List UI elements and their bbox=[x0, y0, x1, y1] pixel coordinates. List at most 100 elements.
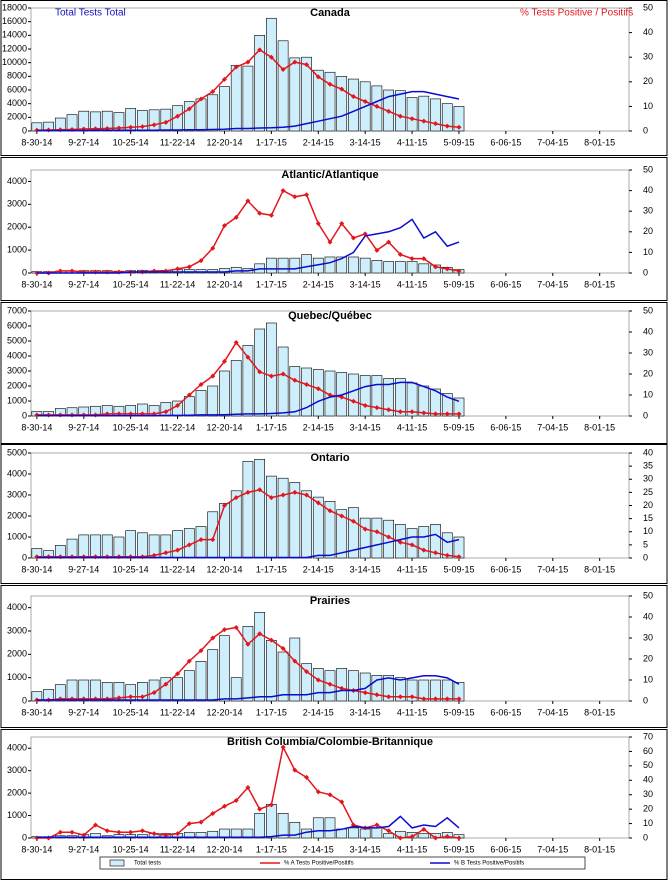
line-marker bbox=[34, 270, 40, 276]
line-marker bbox=[397, 835, 403, 841]
line-marker bbox=[444, 266, 450, 272]
bar bbox=[195, 526, 207, 559]
line-marker bbox=[280, 744, 286, 750]
x-tick-label: 6-06-15 bbox=[490, 844, 521, 854]
y-tick-label: 0 bbox=[22, 125, 27, 135]
bar bbox=[289, 821, 301, 839]
x-tick-label: 1-17-15 bbox=[256, 844, 287, 854]
line-marker bbox=[315, 221, 321, 227]
x-tick-label: 8-01-15 bbox=[584, 137, 615, 147]
y-tick-label: 0 bbox=[22, 552, 27, 562]
y-tick-label: 14000 bbox=[2, 30, 27, 40]
line-marker bbox=[315, 74, 321, 80]
line-marker bbox=[421, 826, 427, 832]
panel-frame bbox=[0, 0, 668, 156]
x-tick-label: 8-01-15 bbox=[584, 422, 615, 432]
y2-axis-label: % Tests Positive / Positifs bbox=[520, 8, 633, 19]
x-tick-label: 4-11-15 bbox=[397, 422, 427, 432]
series-line bbox=[36, 90, 460, 132]
x-tick-label: 9-27-14 bbox=[68, 707, 99, 717]
x-tick-label: 8-30-14 bbox=[21, 137, 52, 147]
x-tick-label: 11-22-14 bbox=[160, 564, 195, 574]
chart-title: Prairies bbox=[310, 595, 350, 607]
line-marker bbox=[374, 103, 380, 109]
y2-tick-label: 20 bbox=[643, 76, 653, 86]
y2-tick-label: 50 bbox=[643, 2, 653, 12]
bar bbox=[207, 385, 219, 417]
line-marker bbox=[198, 382, 204, 387]
x-tick-label: 4-11-15 bbox=[397, 279, 427, 289]
bar bbox=[172, 677, 183, 702]
line-marker bbox=[268, 637, 274, 643]
line-marker bbox=[128, 829, 134, 835]
y-tick-label: 4000 bbox=[7, 468, 27, 478]
line-marker bbox=[175, 266, 181, 272]
line-marker bbox=[421, 118, 427, 124]
bar bbox=[430, 98, 441, 132]
line-marker bbox=[456, 268, 462, 274]
x-tick-label: 1-17-15 bbox=[256, 422, 287, 432]
line-marker bbox=[210, 635, 216, 641]
line-marker bbox=[257, 47, 263, 53]
line-marker bbox=[210, 89, 216, 95]
x-tick-label: 9-27-14 bbox=[68, 844, 99, 854]
bar bbox=[230, 65, 242, 132]
line-marker bbox=[257, 631, 263, 637]
bar bbox=[418, 263, 430, 274]
x-tick-label: 3-14-15 bbox=[350, 707, 381, 717]
line-marker bbox=[397, 539, 403, 545]
line-marker bbox=[433, 550, 439, 556]
x-tick-label: 7-04-15 bbox=[537, 707, 568, 717]
y-tick-label: 1000 bbox=[7, 244, 27, 254]
line-marker bbox=[210, 373, 216, 379]
bar bbox=[207, 649, 219, 702]
line-marker bbox=[339, 86, 345, 92]
line-marker bbox=[433, 411, 439, 417]
bar bbox=[195, 98, 207, 132]
bar bbox=[336, 256, 348, 274]
bar bbox=[242, 461, 254, 559]
x-tick-label: 4-11-15 bbox=[397, 844, 427, 854]
line-marker bbox=[280, 67, 286, 72]
bar bbox=[254, 458, 265, 559]
x-tick-label: 8-01-15 bbox=[584, 707, 615, 717]
line-marker bbox=[397, 113, 403, 119]
y2-tick-label: 10 bbox=[643, 818, 653, 828]
line-marker bbox=[257, 806, 263, 812]
bar bbox=[219, 268, 230, 274]
line-marker bbox=[280, 188, 286, 194]
bar bbox=[254, 612, 265, 702]
y-tick-label: 4000 bbox=[7, 176, 27, 186]
x-tick-label: 8-01-15 bbox=[584, 844, 615, 854]
y2-tick-label: 5 bbox=[643, 539, 648, 549]
y-tick-label: 1000 bbox=[7, 531, 27, 541]
line-marker bbox=[151, 552, 157, 558]
line-marker bbox=[386, 239, 392, 245]
x-tick-label: 5-09-15 bbox=[443, 564, 474, 574]
line-marker bbox=[163, 681, 169, 687]
bar bbox=[277, 346, 289, 417]
line-marker bbox=[292, 658, 298, 664]
bar bbox=[312, 496, 324, 559]
line-marker bbox=[362, 98, 368, 104]
bar bbox=[348, 256, 359, 274]
bar bbox=[277, 257, 289, 274]
line-marker bbox=[292, 377, 298, 383]
y-tick-label: 10000 bbox=[2, 57, 27, 67]
bar bbox=[348, 507, 359, 559]
line-marker bbox=[362, 403, 368, 408]
line-marker bbox=[350, 94, 356, 100]
bar bbox=[301, 367, 312, 417]
line-marker bbox=[151, 690, 157, 696]
line-marker bbox=[69, 268, 75, 274]
line-marker bbox=[397, 409, 403, 415]
line-marker bbox=[221, 76, 227, 82]
line-marker bbox=[104, 828, 110, 834]
bar bbox=[371, 517, 383, 559]
x-tick-label: 1-17-15 bbox=[256, 137, 287, 147]
y2-tick-label: 20 bbox=[643, 653, 653, 663]
bar bbox=[383, 833, 394, 839]
line-marker bbox=[315, 386, 321, 392]
line-marker bbox=[350, 235, 356, 241]
bar bbox=[242, 65, 254, 132]
